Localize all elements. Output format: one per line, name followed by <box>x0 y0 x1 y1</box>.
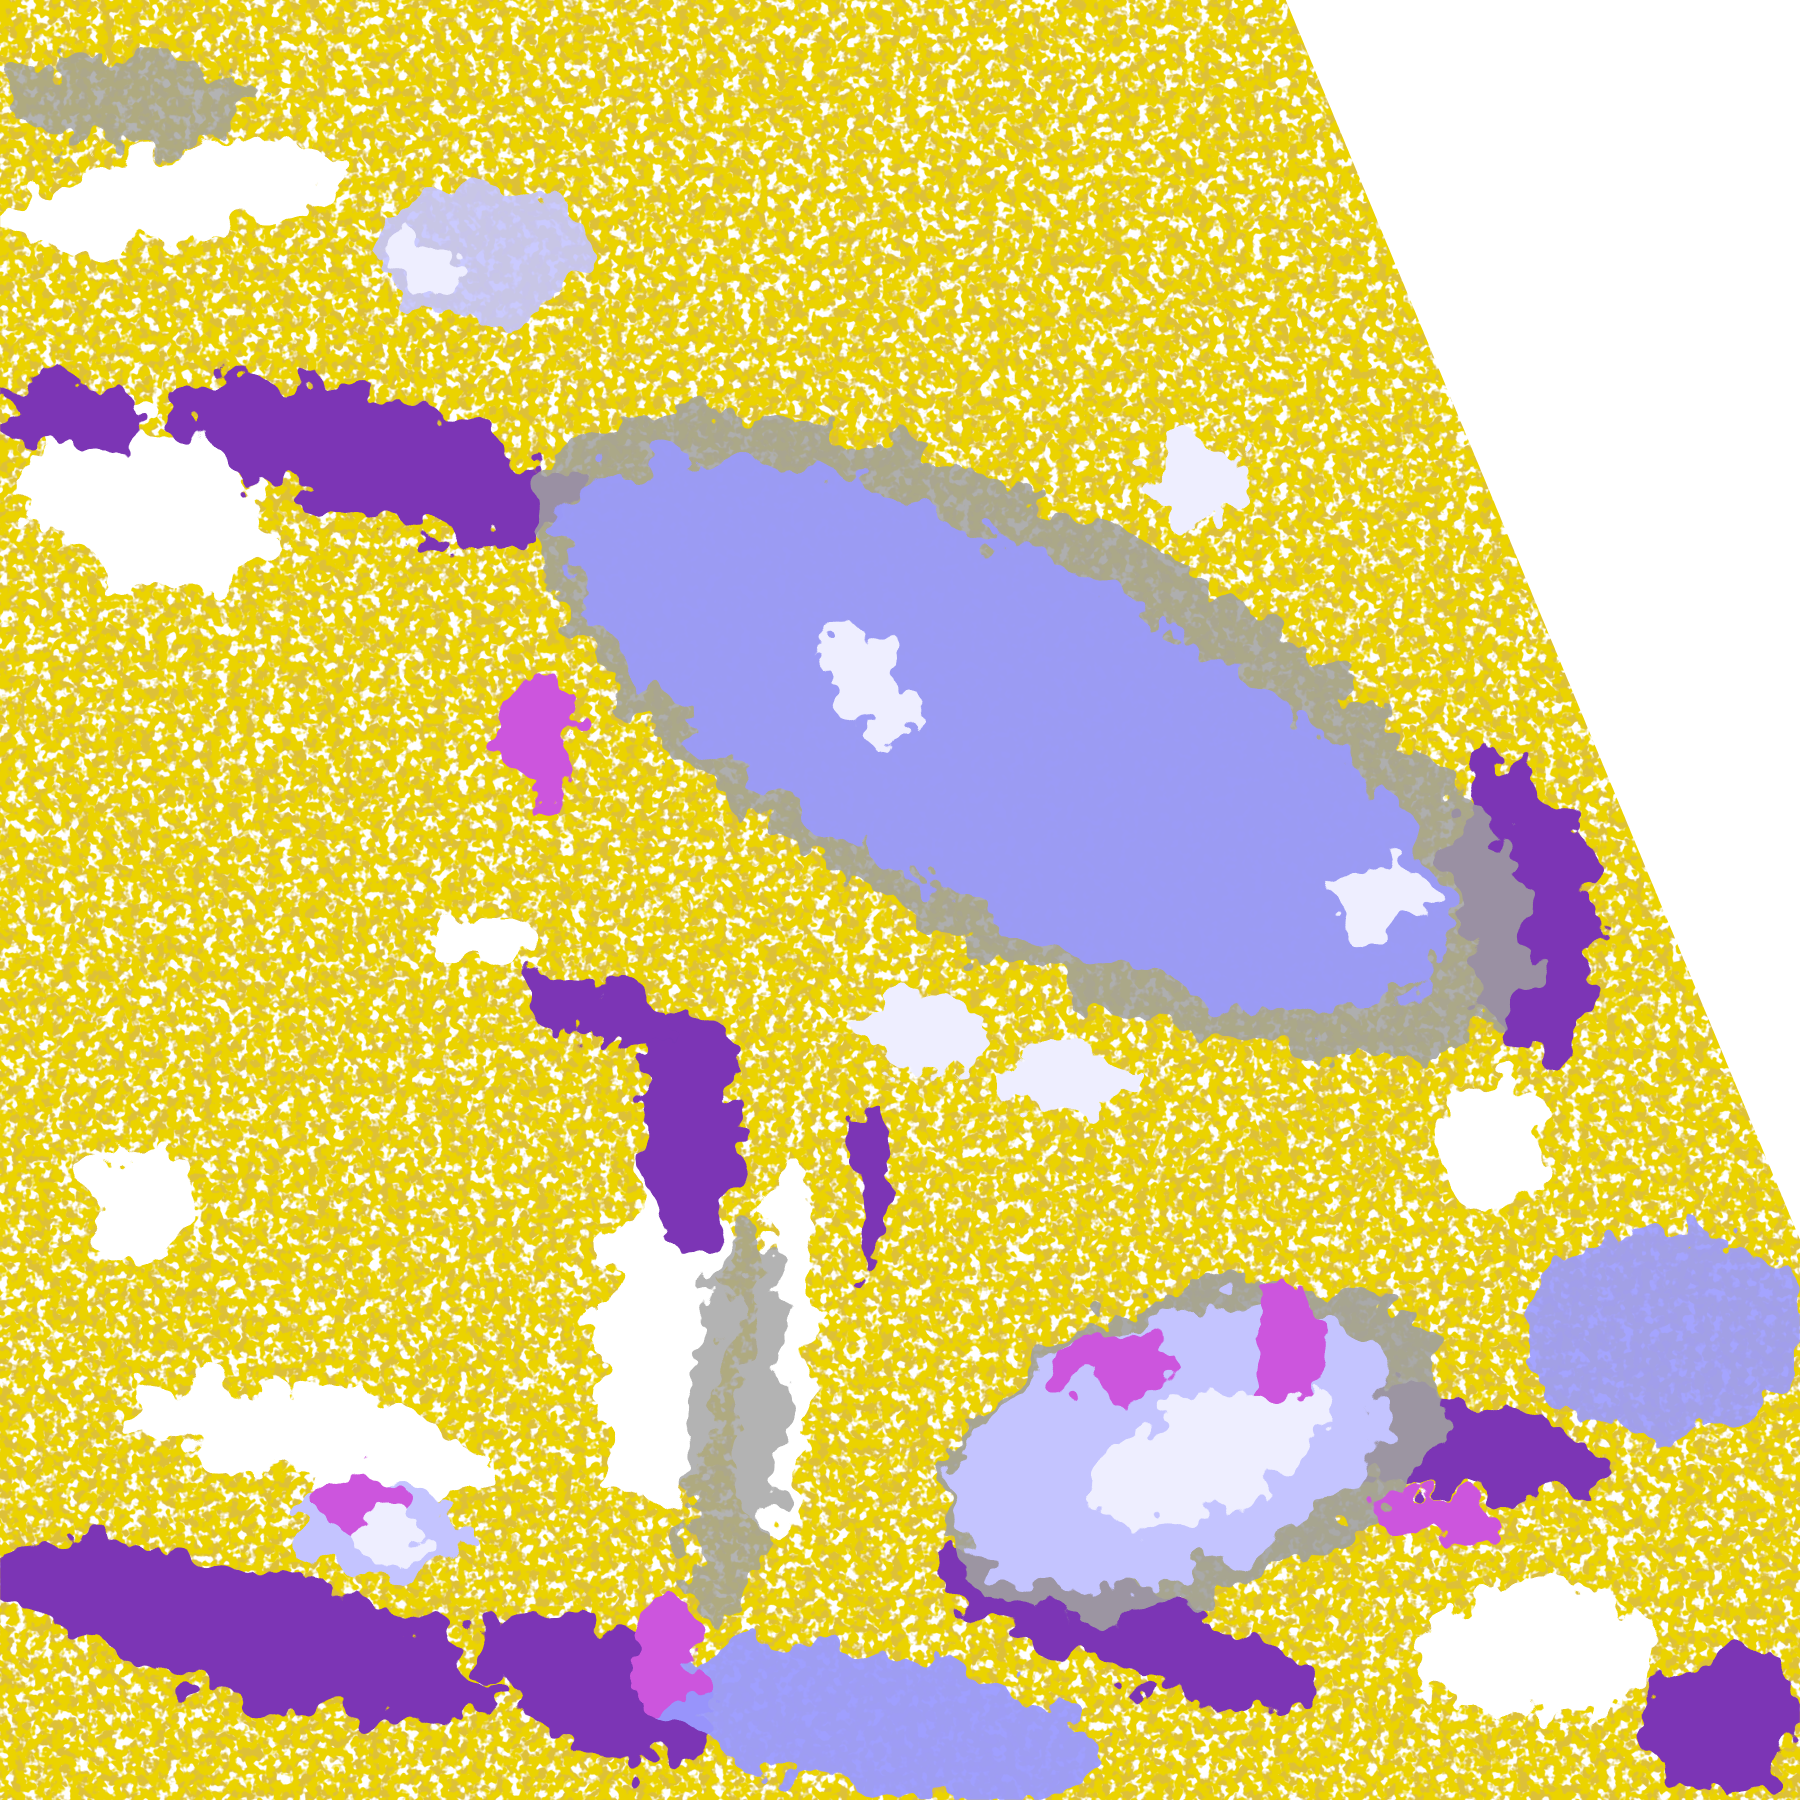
cloud-mass <box>566 457 1454 1012</box>
cloud-mass <box>378 183 586 322</box>
cloud-mass <box>1526 1228 1800 1435</box>
bright-cloud-core <box>849 992 988 1074</box>
clear-sky-region <box>27 418 272 593</box>
purple-cloud-band <box>479 1612 714 1763</box>
cloud-mass <box>0 57 253 150</box>
magenta-fringe <box>1067 1331 1183 1401</box>
clear-sky-region <box>1411 0 1688 299</box>
bright-cloud-core <box>826 626 919 751</box>
purple-cloud-band <box>178 378 580 541</box>
clear-sky-region <box>436 918 529 965</box>
purple-cloud-band <box>849 1102 896 1263</box>
clear-sky-region <box>1434 1079 1550 1217</box>
bright-cloud-core <box>390 241 460 287</box>
purple-cloud-band <box>0 1538 497 1722</box>
magenta-fringe <box>1251 1274 1321 1412</box>
clear-sky-region <box>2 140 342 250</box>
bright-cloud-core <box>1085 1388 1326 1528</box>
clear-sky-region <box>128 1379 492 1491</box>
purple-cloud-band <box>520 971 674 1049</box>
cloud-mass <box>646 1643 1099 1800</box>
magenta-fringe <box>505 665 574 804</box>
bright-cloud-core <box>1147 436 1240 529</box>
purple-cloud-band <box>1641 1653 1800 1791</box>
clear-sky-region <box>80 1147 196 1263</box>
purple-cloud-band <box>637 998 741 1252</box>
bright-cloud-core <box>1331 860 1424 930</box>
bright-cloud-core <box>355 1515 425 1562</box>
bright-cloud-core <box>998 1050 1137 1108</box>
purple-cloud-band <box>0 377 137 450</box>
clear-sky-region <box>1411 1589 1665 1717</box>
magenta-fringe <box>631 1595 701 1711</box>
magenta-fringe <box>1367 1489 1503 1541</box>
cloud-mass <box>685 1229 784 1618</box>
